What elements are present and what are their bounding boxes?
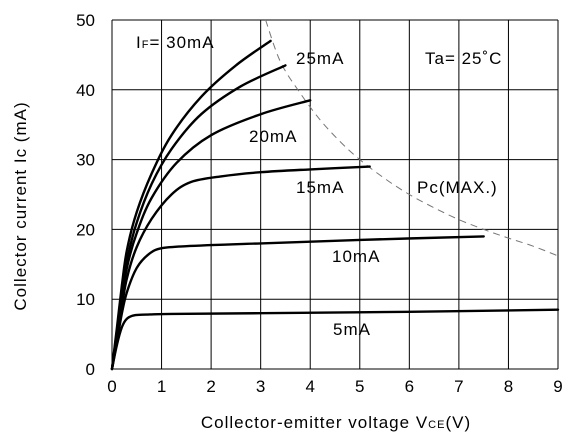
y-tick-label: 20: [76, 220, 95, 239]
y-tick-label: 30: [76, 151, 95, 170]
y-tick-label: 0: [86, 360, 95, 379]
pc-max-label: Pc(MAX.): [417, 178, 498, 197]
x-tick-label: 5: [355, 377, 364, 396]
x-tick-label: 3: [256, 377, 265, 396]
y-axis-title: Collector current Ic (mA): [11, 101, 30, 310]
x-tick-labels: 0 1 2 3 4 5 6 7 8 9: [107, 377, 562, 396]
x-tick-label: 9: [553, 377, 562, 396]
series-line-10mA: [110, 235, 485, 371]
series-line-5mA: [110, 308, 560, 371]
y-tick-labels: 0 10 20 30 40 50: [76, 11, 95, 379]
pc-max-curve: [265, 19, 559, 257]
x-tick-label: 8: [504, 377, 513, 396]
y-tick-label: 40: [76, 81, 95, 100]
series-line-15mA: [110, 165, 371, 371]
series-label-10mA: 10mA: [332, 247, 380, 266]
series-label-20mA: 20mA: [249, 127, 297, 146]
x-tick-label: 1: [157, 377, 166, 396]
y-tick-label: 10: [76, 290, 95, 309]
x-tick-label: 7: [454, 377, 463, 396]
series-label-15mA: 15mA: [296, 178, 344, 197]
x-tick-label: 6: [405, 377, 414, 396]
series-label-25mA: 25mA: [296, 49, 344, 68]
x-axis-title: Collector-emitter voltage VCE(V): [201, 413, 471, 432]
x-tick-label: 4: [305, 377, 314, 396]
ta-label: Ta= 25˚C: [425, 49, 502, 68]
series-label-5mA: 5mA: [333, 320, 371, 339]
if-label: IF= 30mA: [136, 33, 215, 52]
y-tick-label: 50: [76, 11, 95, 30]
x-tick-label: 0: [107, 377, 116, 396]
series-line-25mA: [110, 64, 287, 371]
curves: [110, 39, 560, 371]
x-tick-label: 2: [206, 377, 215, 396]
pc-max-layer: [265, 19, 559, 257]
